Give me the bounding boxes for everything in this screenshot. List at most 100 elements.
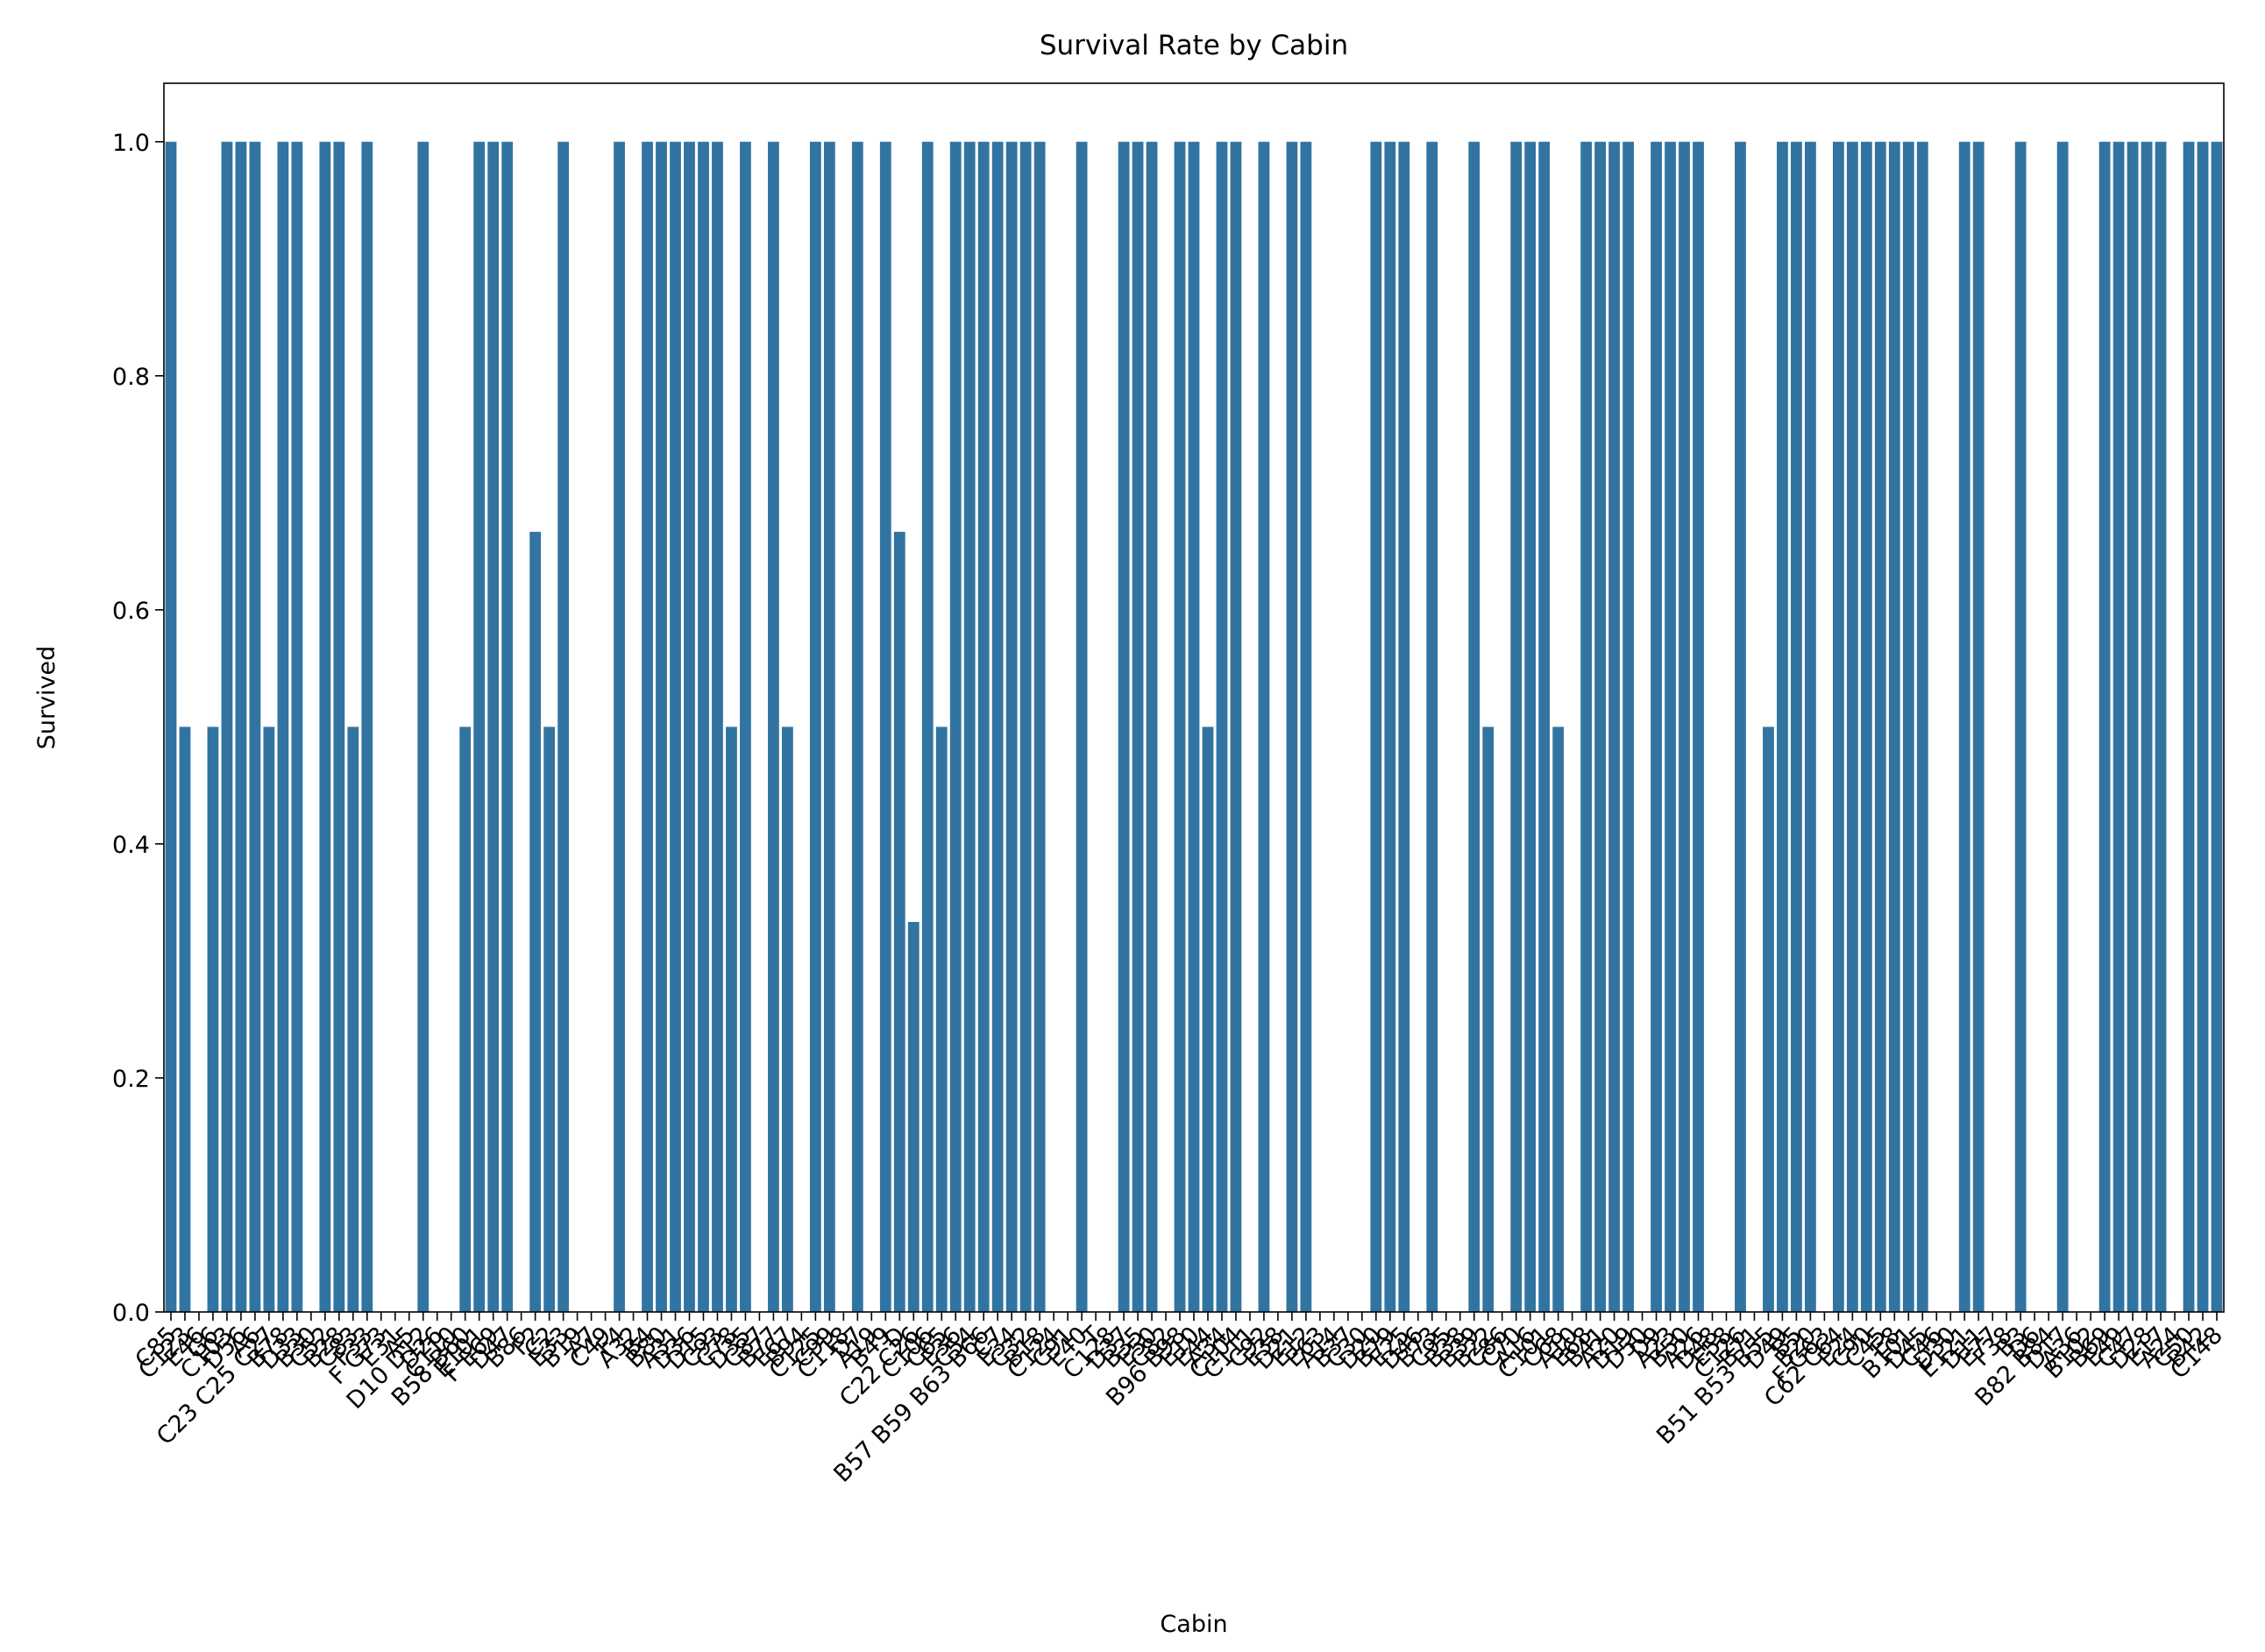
bar bbox=[1384, 141, 1396, 1312]
bar bbox=[670, 141, 681, 1312]
bar bbox=[2127, 141, 2139, 1312]
bar bbox=[1622, 141, 1634, 1312]
bar bbox=[1468, 141, 1480, 1312]
bar bbox=[726, 727, 737, 1312]
bar bbox=[656, 141, 667, 1312]
bar bbox=[1019, 141, 1032, 1312]
bar bbox=[1174, 141, 1186, 1312]
bar bbox=[893, 531, 905, 1312]
bar bbox=[1777, 141, 1788, 1312]
bar bbox=[2014, 141, 2027, 1312]
bar bbox=[1651, 141, 1662, 1312]
bar bbox=[907, 921, 919, 1312]
bar bbox=[1258, 141, 1270, 1312]
bar bbox=[557, 141, 570, 1312]
bar bbox=[1118, 141, 1130, 1312]
y-tick-label: 0.2 bbox=[112, 1066, 150, 1093]
bar bbox=[1693, 141, 1704, 1312]
bar bbox=[809, 141, 821, 1312]
bar bbox=[1846, 141, 1858, 1312]
bar bbox=[712, 141, 723, 1312]
bar bbox=[740, 141, 751, 1312]
bar bbox=[1538, 141, 1551, 1312]
bar bbox=[207, 727, 219, 1312]
y-tick-label: 0.6 bbox=[112, 598, 150, 625]
bar bbox=[949, 141, 962, 1312]
bar bbox=[459, 727, 472, 1312]
bar bbox=[361, 141, 373, 1312]
bar bbox=[2155, 141, 2167, 1312]
bar bbox=[529, 531, 542, 1312]
bar bbox=[1426, 141, 1438, 1312]
bar bbox=[1874, 141, 1886, 1312]
bar bbox=[1216, 141, 1228, 1312]
bar bbox=[1735, 141, 1746, 1312]
bar bbox=[1005, 141, 1018, 1312]
bar bbox=[1958, 141, 1970, 1312]
bar bbox=[1300, 141, 1312, 1312]
y-tick-label: 0.4 bbox=[112, 832, 150, 859]
bar bbox=[1510, 141, 1523, 1312]
bar bbox=[684, 141, 695, 1312]
bar bbox=[1398, 141, 1410, 1312]
chart-title: Survival Rate by Cabin bbox=[1040, 30, 1348, 61]
bar bbox=[2183, 141, 2195, 1312]
bar bbox=[1524, 141, 1537, 1312]
bar bbox=[782, 727, 793, 1312]
bar bbox=[1916, 141, 1928, 1312]
plot-frame bbox=[163, 82, 2225, 1313]
x-axis-label: Cabin bbox=[1160, 1611, 1227, 1638]
bar bbox=[768, 141, 779, 1312]
bar bbox=[1888, 141, 1900, 1312]
y-tick-label: 0.0 bbox=[112, 1300, 150, 1327]
bar bbox=[1076, 141, 1088, 1312]
bar bbox=[487, 141, 500, 1312]
bar bbox=[1608, 141, 1620, 1312]
bar bbox=[165, 141, 177, 1312]
bar bbox=[851, 141, 863, 1312]
bar bbox=[501, 141, 514, 1312]
bar bbox=[879, 141, 891, 1312]
bar bbox=[2211, 141, 2223, 1312]
bar bbox=[1286, 141, 1298, 1312]
bar bbox=[991, 141, 1004, 1312]
bar bbox=[1230, 141, 1242, 1312]
bar bbox=[2056, 141, 2069, 1312]
bar bbox=[1763, 727, 1774, 1312]
bar bbox=[1791, 141, 1802, 1312]
bar bbox=[319, 141, 331, 1312]
bar bbox=[1146, 141, 1158, 1312]
bar bbox=[277, 141, 289, 1312]
bar bbox=[642, 141, 653, 1312]
bar bbox=[1132, 141, 1144, 1312]
bar bbox=[935, 727, 948, 1312]
bar bbox=[179, 727, 191, 1312]
bar bbox=[614, 141, 625, 1312]
bar bbox=[1594, 141, 1606, 1312]
bar bbox=[235, 141, 247, 1312]
bar bbox=[1033, 141, 1046, 1312]
bar bbox=[1860, 141, 1872, 1312]
bar bbox=[823, 141, 835, 1312]
bar bbox=[473, 141, 486, 1312]
bar bbox=[2098, 141, 2111, 1312]
bar bbox=[249, 141, 261, 1312]
bar bbox=[1679, 141, 1690, 1312]
bar bbox=[921, 141, 934, 1312]
bar bbox=[1805, 141, 1816, 1312]
bar bbox=[1370, 141, 1382, 1312]
bar bbox=[1832, 141, 1844, 1312]
bar bbox=[1188, 141, 1200, 1312]
y-tick-label: 1.0 bbox=[112, 130, 150, 157]
bar bbox=[1665, 141, 1676, 1312]
bar bbox=[1902, 141, 1914, 1312]
bar bbox=[698, 141, 709, 1312]
bar bbox=[2141, 141, 2153, 1312]
bar bbox=[347, 727, 359, 1312]
bar bbox=[2112, 141, 2125, 1312]
bar bbox=[963, 141, 976, 1312]
bar bbox=[417, 141, 430, 1312]
bar bbox=[1202, 727, 1214, 1312]
bar bbox=[1482, 727, 1495, 1312]
